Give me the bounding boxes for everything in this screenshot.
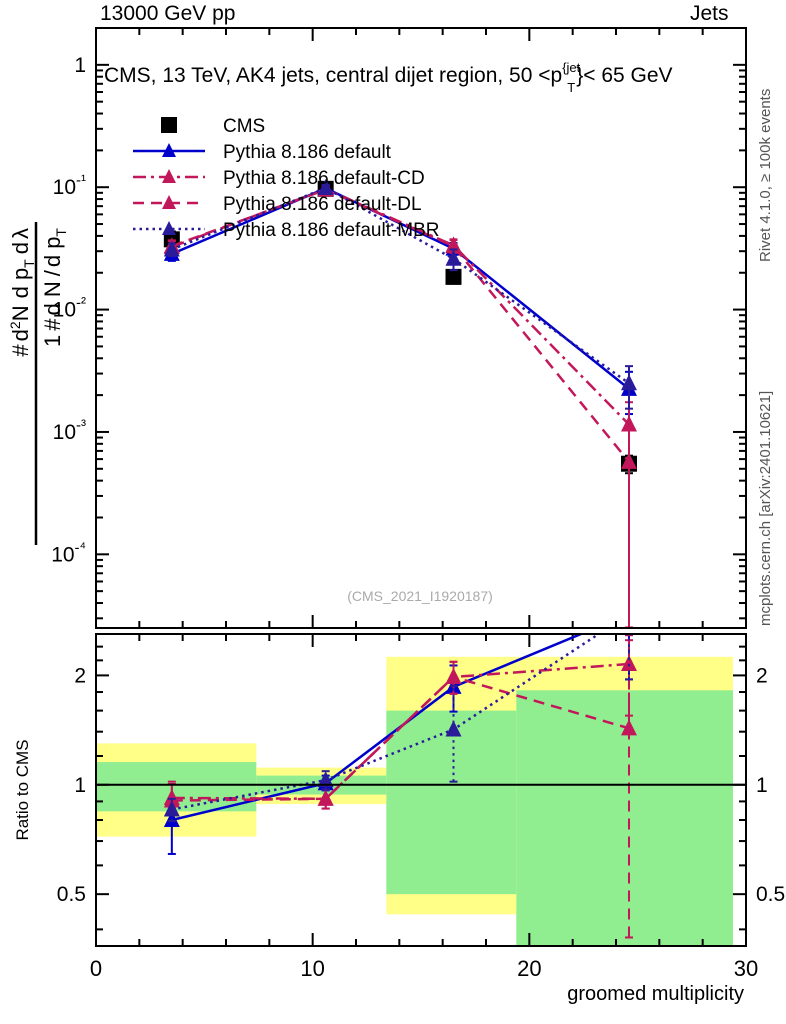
legend-marker-1 — [162, 143, 176, 157]
ratio-marker — [163, 800, 180, 817]
x-tick-label: 10 — [300, 956, 324, 981]
legend-marker-3 — [162, 195, 176, 209]
plot-title: CMS, 13 TeV, AK4 jets, central dijet reg… — [104, 60, 673, 95]
ratio-series-group — [163, 634, 637, 939]
main-y-axis-title: #d2Nd pTdλ 1#d N/d pT — [7, 222, 69, 545]
legend: CMS Pythia 8.186 default Pythia 8.186 defa… — [133, 116, 440, 241]
denominator-text: 1#d N/d pT — [40, 228, 69, 347]
rivet-version-label: Rivet 4.1.0, ≥ 100k events — [757, 89, 774, 262]
main-series-group — [163, 179, 637, 628]
legend-marker-2 — [162, 169, 176, 183]
legend-label-2: Pythia 8.186 default-CD — [223, 168, 425, 189]
ratio-y-tick-labels: 0.5 1 2 — [57, 664, 86, 906]
model-marker — [445, 249, 462, 266]
ratio-frame-outline — [95, 633, 747, 947]
model-marker — [621, 374, 637, 391]
ratio-y-axis-title: Ratio to CMS — [13, 739, 32, 840]
legend-marker-4 — [162, 221, 176, 235]
main-y-tick-labels: 1 10-¹ 10-² 10-³ 10-⁴ — [51, 54, 86, 566]
ratio-line-Pythia-8-186-default-MBR — [171, 634, 601, 811]
main-plot-frame — [95, 27, 747, 629]
ratio-marker — [621, 719, 637, 736]
y-tick-label: 10-² — [53, 295, 86, 322]
ratio-y-tick-label-right: 2 — [756, 664, 768, 687]
ratio-line-Pythia-8-186-default — [171, 634, 585, 822]
main-frame-outline — [95, 27, 747, 629]
y-tick-label: 10-¹ — [53, 172, 86, 199]
x-tick-label: 0 — [90, 956, 102, 981]
analysis-watermark: (CMS_2021_I1920187) — [347, 588, 493, 604]
beam-energy-label: 13000 GeV pp — [100, 2, 236, 25]
model-marker — [621, 452, 637, 469]
ratio-line-Pythia-8-186-default-DL — [171, 675, 630, 802]
model-marker — [621, 415, 637, 432]
mcplots-reference-label: mcplots.cern.ch [arXiv:2401.10621] — [757, 391, 774, 626]
ratio-marker — [445, 720, 462, 737]
ratio-marker — [317, 789, 334, 806]
legend-label-3: Pythia 8.186 default-DL — [223, 194, 422, 215]
y-tick-label: 1 — [74, 54, 86, 77]
ratio-marker — [317, 771, 334, 788]
model-marker — [317, 179, 334, 196]
x-axis-title: groomed multiplicity — [567, 983, 744, 1005]
legend-label-4: Pythia 8.186 default-MBR — [223, 220, 440, 241]
ratio-y-tick-label-right: 0.5 — [756, 883, 785, 906]
y-tick-label: 10-³ — [53, 417, 86, 444]
x-tick-labels: 0 10 20 30 — [90, 956, 758, 981]
x-tick-label: 20 — [517, 956, 541, 981]
green-band — [386, 710, 517, 895]
x-tick-label: 30 — [734, 956, 758, 981]
ratio-y-tick-label-right: 1 — [756, 774, 768, 797]
series-line-Pythia-8-186-default-DL — [171, 188, 630, 463]
ratio-y-tick-label: 1 — [74, 774, 86, 797]
model-marker — [163, 240, 180, 257]
ratio-y-tick-labels-right: 0.5 1 2 — [756, 664, 785, 906]
category-label: Jets — [690, 2, 729, 25]
ratio-y-tick-label: 2 — [74, 664, 86, 687]
cms-data-marker — [445, 268, 462, 285]
numerator-text: #d2Nd pTdλ — [7, 228, 37, 357]
ratio-marker — [445, 667, 462, 684]
legend-marker-cms — [161, 117, 177, 133]
legend-label-0: CMS — [223, 116, 265, 137]
ratio-y-tick-label: 0.5 — [57, 883, 86, 906]
legend-label-1: Pythia 8.186 default — [223, 142, 392, 163]
y-tick-label: 10-⁴ — [51, 539, 86, 566]
